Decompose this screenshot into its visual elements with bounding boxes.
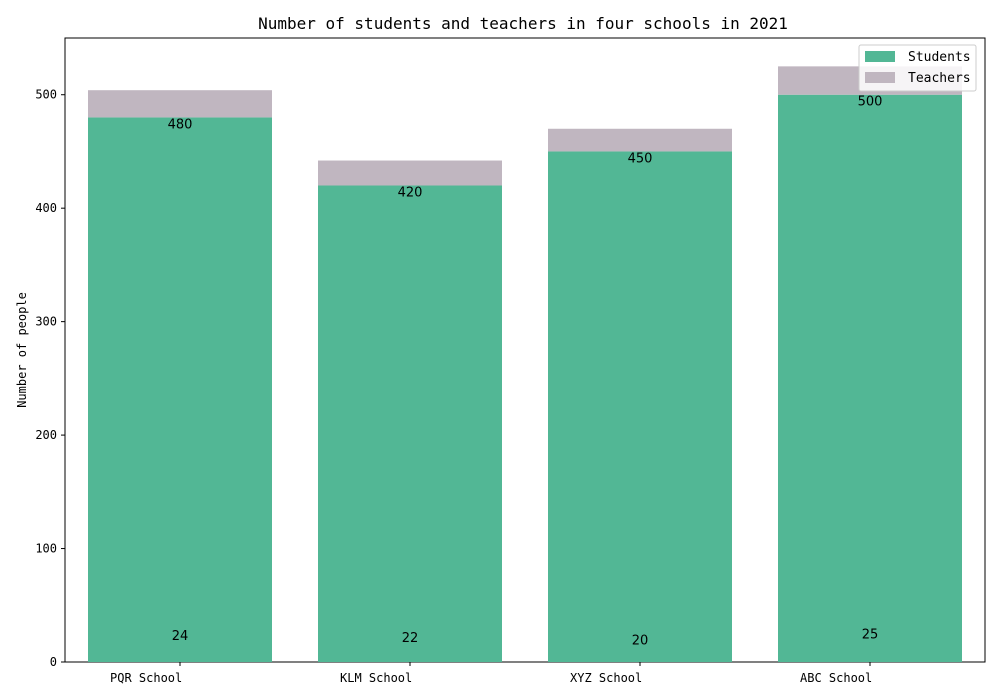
x-tick-label-1: KLM School xyxy=(340,671,412,685)
bar-teachers-2 xyxy=(548,128,732,152)
value-label-students-1: 420 xyxy=(398,185,423,200)
value-label-teachers-0: 24 xyxy=(172,629,189,644)
y-axis-label: Number of people xyxy=(15,292,29,408)
bar-labels: 480 24 420 22 450 20 500 25 xyxy=(168,95,883,649)
legend-swatch-teachers xyxy=(865,72,895,83)
legend-swatch-students xyxy=(865,51,895,62)
chart-title: Number of students and teachers in four … xyxy=(258,14,788,33)
y-tick-label-0: 0 xyxy=(50,655,57,669)
legend-label-teachers: Teachers xyxy=(908,71,971,86)
bar-teachers-0 xyxy=(88,90,272,118)
bar-students-0 xyxy=(88,117,272,662)
bar-students-3 xyxy=(778,94,962,662)
value-label-teachers-1: 22 xyxy=(402,631,419,646)
legend[interactable]: Students Teachers xyxy=(858,44,977,92)
x-tick-label-2: XYZ School xyxy=(570,671,642,685)
value-label-teachers-2: 20 xyxy=(632,633,649,648)
bar-teachers-1 xyxy=(318,160,502,186)
value-label-students-0: 480 xyxy=(168,117,193,132)
x-tick-label-0: PQR School xyxy=(110,671,182,685)
value-label-teachers-3: 25 xyxy=(862,628,879,643)
y-tick-label-1: 100 xyxy=(35,542,57,556)
value-label-students-3: 500 xyxy=(858,95,883,110)
y-tick-label-3: 300 xyxy=(35,315,57,329)
plot-frame xyxy=(64,37,986,663)
x-axis: PQR School KLM School XYZ School ABC School xyxy=(110,662,872,685)
y-tick-label-2: 200 xyxy=(35,428,57,442)
bar-students-2 xyxy=(548,151,732,663)
bars xyxy=(88,66,962,663)
legend-label-students: Students xyxy=(908,50,971,65)
x-tick-label-3: ABC School xyxy=(800,671,872,685)
y-tick-label-4: 400 xyxy=(35,201,57,215)
y-tick-label-5: 500 xyxy=(35,88,57,102)
bar-students-1 xyxy=(318,185,502,662)
value-label-students-2: 450 xyxy=(628,151,653,166)
y-axis: 0 100 200 300 400 500 xyxy=(35,88,65,669)
